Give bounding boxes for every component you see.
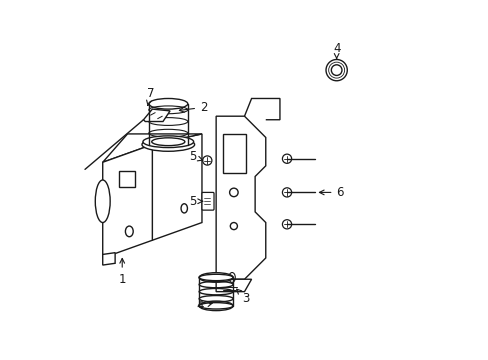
- Ellipse shape: [95, 180, 110, 222]
- Text: 1: 1: [118, 258, 126, 286]
- Ellipse shape: [148, 99, 187, 109]
- Circle shape: [331, 65, 341, 76]
- Circle shape: [325, 59, 346, 81]
- Polygon shape: [216, 279, 251, 292]
- Ellipse shape: [199, 301, 233, 311]
- Circle shape: [282, 154, 291, 163]
- Text: 4: 4: [196, 299, 212, 312]
- Circle shape: [282, 220, 291, 229]
- Circle shape: [202, 156, 211, 165]
- Ellipse shape: [151, 138, 184, 145]
- Text: 2: 2: [179, 101, 207, 114]
- Text: 6: 6: [319, 186, 343, 199]
- Text: 7: 7: [146, 87, 154, 105]
- Text: 3: 3: [236, 289, 249, 305]
- Text: 5: 5: [189, 195, 203, 208]
- Ellipse shape: [199, 273, 233, 282]
- Circle shape: [282, 188, 291, 197]
- Polygon shape: [102, 253, 115, 265]
- Polygon shape: [152, 134, 202, 240]
- Ellipse shape: [142, 136, 193, 148]
- Ellipse shape: [142, 138, 194, 151]
- Polygon shape: [216, 116, 265, 279]
- Polygon shape: [143, 109, 170, 122]
- Polygon shape: [102, 134, 202, 162]
- Polygon shape: [102, 145, 152, 258]
- Text: 5: 5: [189, 150, 203, 163]
- Text: 4: 4: [332, 42, 340, 59]
- FancyBboxPatch shape: [202, 192, 214, 210]
